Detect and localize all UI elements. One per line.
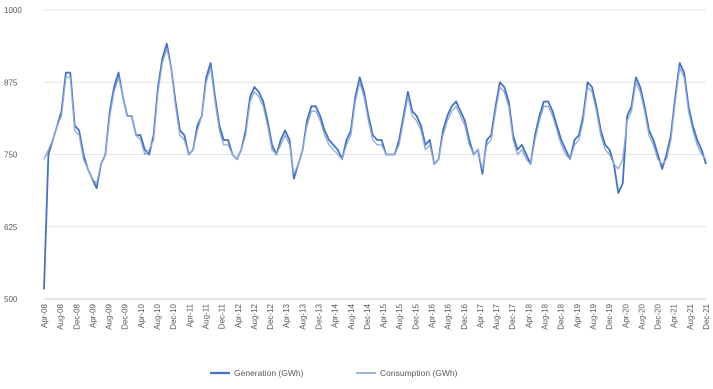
x-tick-label: Apr-16 xyxy=(428,303,437,328)
x-tick-label: Dec-14 xyxy=(363,303,372,329)
x-tick-label: Aug-12 xyxy=(250,303,259,329)
x-tick-label: Aug-08 xyxy=(56,303,65,329)
x-tick-label: Dec-11 xyxy=(218,303,227,329)
x-tick-label: Aug-20 xyxy=(637,303,646,329)
x-tick-label: Apr-11 xyxy=(185,303,194,327)
x-tick-label: Aug-10 xyxy=(153,303,162,329)
x-tick-label: Apr-15 xyxy=(379,303,388,328)
x-tick-label: Aug-16 xyxy=(444,303,453,329)
y-tick-label: 1000 xyxy=(4,6,22,15)
x-tick-label: Aug-19 xyxy=(589,303,598,329)
x-tick-label: Dec-19 xyxy=(605,303,614,329)
x-tick-label: Dec-08 xyxy=(72,303,81,329)
x-tick-label: Apr-19 xyxy=(573,303,582,328)
y-axis: 500 625 750 875 1000 xyxy=(4,6,22,304)
x-tick-label: Apr-20 xyxy=(621,303,630,328)
series-line-consumption xyxy=(43,47,707,185)
x-tick-label: Dec-12 xyxy=(266,303,275,329)
x-tick-label: Dec-13 xyxy=(314,303,323,329)
gridlines xyxy=(44,9,706,300)
x-tick-label: Apr-10 xyxy=(137,303,146,328)
y-tick-label: 875 xyxy=(4,78,18,87)
x-tick-label: Dec-16 xyxy=(460,303,469,329)
series-line-generation xyxy=(43,42,707,290)
x-axis: Apr-08 Aug-08 Dec-08 Apr-09 Aug-09 Dec-09 Apr-… xyxy=(40,298,711,330)
plot-area xyxy=(43,42,707,290)
x-tick-label: Apr-14 xyxy=(331,303,340,328)
x-tick-label: Dec-09 xyxy=(121,303,130,329)
x-tick-label: Aug-21 xyxy=(686,303,695,329)
y-tick-label: 625 xyxy=(4,223,18,232)
x-tick-label: Dec-10 xyxy=(169,303,178,329)
x-tick-label: Apr-17 xyxy=(476,303,485,328)
x-tick-label: Dec-18 xyxy=(557,303,566,329)
x-tick-label: Aug-09 xyxy=(105,303,114,329)
x-tick-label: Aug-13 xyxy=(298,303,307,329)
x-tick-label: Dec-20 xyxy=(654,303,663,329)
x-tick-label: Dec-15 xyxy=(411,303,420,329)
legend: Generation (GWh) Consumption (GWh) xyxy=(210,368,458,378)
x-tick-label: Apr-18 xyxy=(524,303,533,328)
legend-label: Consumption (GWh) xyxy=(380,368,458,378)
x-tick-label: Apr-12 xyxy=(234,303,243,328)
x-tick-label: Aug-14 xyxy=(347,303,356,329)
x-tick-label: Aug-17 xyxy=(492,303,501,329)
x-tick-label: Apr-09 xyxy=(88,303,97,328)
x-tick-label: Apr-21 xyxy=(670,303,679,328)
y-tick-label: 500 xyxy=(4,295,18,304)
x-tick-label: Aug-18 xyxy=(541,303,550,329)
x-tick-label: Aug-15 xyxy=(395,303,404,329)
x-tick-label: Aug-11 xyxy=(201,303,210,329)
x-tick-label: Dec-21 xyxy=(702,303,711,329)
x-tick-label: Apr-08 xyxy=(40,303,49,328)
legend-label: Generation (GWh) xyxy=(234,368,304,378)
x-tick-label: Apr-13 xyxy=(282,303,291,328)
x-tick-label: Dec-17 xyxy=(508,303,517,329)
y-tick-label: 750 xyxy=(4,151,18,160)
